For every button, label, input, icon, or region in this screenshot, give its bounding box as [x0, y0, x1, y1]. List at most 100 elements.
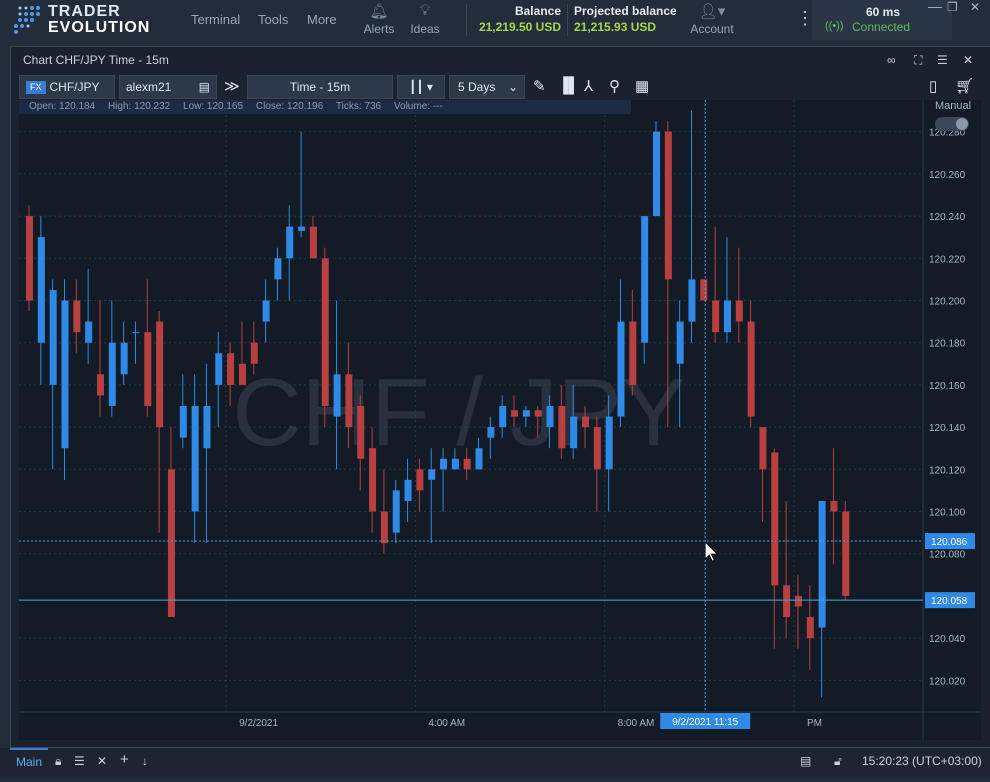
minimize-icon[interactable]: — [928, 0, 942, 14]
signal-icon: ((•)) [825, 20, 844, 32]
panel-title: Chart CHF/JPY Time - 15m [23, 53, 169, 67]
candle-body [73, 300, 81, 333]
timeframe-label: Time - 15m [289, 80, 351, 94]
divider [567, 4, 568, 36]
ohlc-open: Open: 120.184 [29, 101, 96, 112]
candle-body [806, 617, 814, 639]
account-button[interactable]: 👤︎▾ Account [686, 2, 738, 36]
x-tick-label: PM [807, 718, 822, 729]
candle-body [641, 216, 649, 343]
candle-body [487, 427, 495, 438]
candle-body [428, 469, 436, 480]
candle-body [203, 406, 211, 449]
candle-body [723, 300, 731, 333]
tab-menu-icon[interactable]: ☰ [74, 754, 85, 768]
candle-body [629, 321, 637, 385]
y-tick-label: 120.080 [929, 550, 966, 561]
candle-body [404, 479, 412, 501]
candle-body [546, 406, 554, 428]
volume-bars-icon[interactable]: ▐▌ [558, 77, 580, 94]
manual-toggle[interactable] [935, 117, 969, 131]
range-selector[interactable]: 5 Days ⌄ [449, 75, 525, 99]
candle-body [345, 374, 353, 428]
alerts-label: Alerts [363, 22, 395, 36]
candle-body [380, 511, 388, 544]
link-icon[interactable]: ∞ [887, 53, 896, 67]
chart-link-icon[interactable]: ≫ [224, 78, 240, 95]
candle-body [132, 332, 140, 334]
chart-canvas[interactable]: 120.280 120.260 120.240 120.220 120.200 120.1… [19, 100, 981, 740]
balance-block: Balance 21,219.50 USD [472, 4, 561, 34]
candle-body [37, 237, 45, 343]
expand-icon[interactable]: ⛶ [914, 53, 923, 67]
nav-more[interactable]: More [307, 12, 337, 27]
chart-panel: Chart CHF/JPY Time - 15m ∞ ⛶ ☰ ✕ FX CHF/J… [10, 46, 990, 781]
cart-icon[interactable]: 🛒︎ [955, 78, 975, 95]
chart-type-selector[interactable]: ┃┃ ▾ [397, 75, 445, 99]
workspace-tab-main[interactable]: Main [10, 748, 48, 776]
ideas-button[interactable]: 💡︎ Ideas [407, 2, 443, 36]
nav-tools[interactable]: Tools [258, 12, 289, 27]
search-icon[interactable]: ⚲ [609, 78, 620, 95]
symbol-selector[interactable]: FX CHF/JPY [19, 75, 115, 99]
timeframe-selector[interactable]: Time - 15m [247, 75, 393, 99]
close-window-icon[interactable]: ✕ [970, 0, 981, 14]
candle-body [156, 321, 164, 428]
candle-body [511, 410, 519, 417]
download-icon[interactable]: ↓ [142, 754, 148, 768]
price-chart[interactable]: 120.280 120.260 120.240 120.220 120.200 120.1… [19, 100, 981, 740]
draw-pencil-icon[interactable]: ✎ [533, 78, 546, 95]
panel-menu-icon[interactable]: ☰ [937, 53, 948, 67]
candle-body [309, 226, 317, 259]
close-panel-icon[interactable]: ✕ [963, 53, 974, 67]
candle-body [582, 416, 590, 428]
account-selector[interactable]: alexm21 ▤ [119, 75, 217, 99]
balance-value: 21,219.50 USD [478, 20, 561, 34]
add-tab-icon[interactable]: + [120, 751, 129, 768]
candle-body [26, 216, 33, 301]
candle-body [238, 363, 246, 385]
trade-panel-icon[interactable]: ▯ [929, 78, 938, 95]
candle-body [392, 490, 400, 533]
connection-status-text: Connected [852, 20, 911, 34]
connection-status[interactable]: 60 ms ((•)) Connected [812, 0, 952, 40]
candle-body [759, 427, 767, 470]
lock-icon[interactable]: 🔒︎ [55, 754, 62, 768]
kebab-menu-icon[interactable]: ⋮ [796, 8, 814, 28]
x-tick-label: 8:00 AM [618, 718, 655, 729]
candle-body [274, 258, 282, 280]
candle-body [475, 448, 483, 470]
ohlc-high: High: 120.232 [107, 101, 171, 112]
projected-balance-label: Projected balance [574, 4, 677, 18]
projected-balance-value: 21,215.93 USD [574, 20, 657, 34]
maximize-icon[interactable]: ❐ [947, 0, 958, 14]
reports-icon[interactable]: ▤ [800, 754, 812, 768]
ohlc-ticks: Ticks: 736 [335, 101, 382, 112]
user-icon: 👤︎▾ [698, 3, 726, 20]
candle-body [463, 458, 471, 470]
brand-line2: EVOLUTION [48, 19, 151, 36]
candle-body [712, 300, 720, 333]
candle-body [440, 458, 448, 470]
candle-body [735, 300, 743, 322]
indicators-icon[interactable]: ⅄ [584, 78, 594, 95]
fx-badge: FX [26, 81, 46, 95]
candle-body [120, 342, 128, 375]
ohlc-close: Close: 120.196 [255, 101, 324, 112]
candle-body [144, 332, 152, 406]
brand-line1: TRADER [48, 3, 121, 20]
candle-body [250, 342, 258, 364]
candle-body [286, 226, 294, 259]
unlock-icon[interactable]: 🔓︎ [834, 754, 842, 768]
app-logo[interactable]: TRADER EVOLUTION [10, 2, 180, 38]
alerts-button[interactable]: 🔔︎ Alerts [360, 2, 398, 36]
close-tab-icon[interactable]: ✕ [97, 754, 108, 768]
y-tick-label: 120.100 [929, 508, 966, 519]
nav-terminal[interactable]: Terminal [191, 12, 241, 27]
mouse-cursor-icon [704, 541, 719, 562]
candle-body [321, 258, 329, 406]
y-tick-label: 120.160 [929, 381, 966, 392]
candle-body [416, 469, 424, 491]
candle-body [617, 321, 625, 417]
calendar-icon[interactable]: ▦ [635, 78, 650, 95]
